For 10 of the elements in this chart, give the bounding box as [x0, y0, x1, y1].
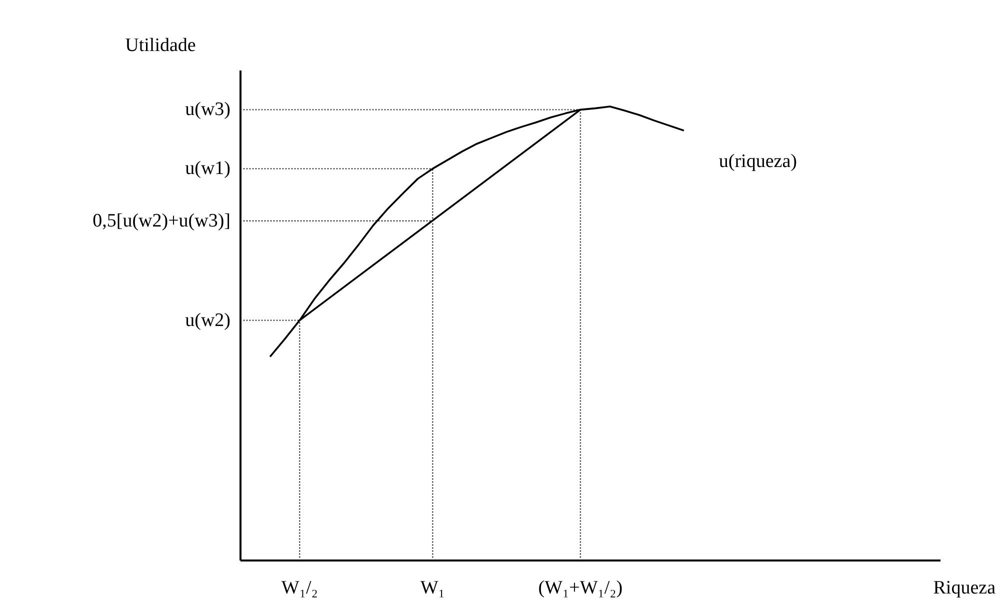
- ref-line-label: u(w1): [185, 158, 231, 180]
- x-tick-label: W₁/₂: [281, 578, 318, 598]
- ref-line-label: u(w3): [185, 99, 231, 120]
- x-tick-label: (W₁+W₁/₂): [538, 578, 623, 598]
- text: Riqueza: [933, 578, 996, 598]
- text: u(riqueza): [718, 151, 797, 172]
- x-tick-label: W₁: [420, 578, 445, 598]
- y-axis-title: Utilidade: [125, 35, 196, 56]
- ref-line-label: 0,5[u(w2)+u(w3)]: [92, 210, 231, 232]
- ref-line-label: u(w2): [185, 310, 231, 331]
